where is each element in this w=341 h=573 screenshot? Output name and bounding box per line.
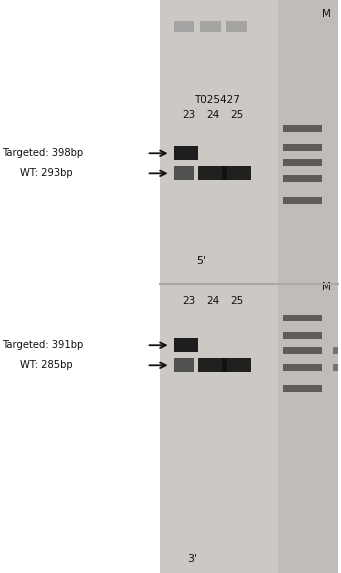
Text: 24: 24 bbox=[207, 109, 220, 120]
Bar bbox=[198, 166, 227, 180]
Text: 25: 25 bbox=[231, 296, 243, 306]
Bar bbox=[226, 21, 247, 32]
Bar bbox=[283, 364, 322, 371]
Bar bbox=[283, 197, 322, 204]
Text: 23: 23 bbox=[183, 296, 196, 306]
Bar bbox=[174, 166, 194, 180]
Bar bbox=[333, 364, 338, 371]
Bar bbox=[283, 144, 322, 151]
Bar bbox=[283, 332, 322, 339]
Bar bbox=[333, 347, 338, 354]
Bar bbox=[198, 358, 227, 372]
Bar bbox=[283, 385, 322, 392]
Text: WT: 285bp: WT: 285bp bbox=[20, 360, 73, 370]
Bar bbox=[174, 358, 194, 372]
Bar bbox=[174, 146, 198, 160]
Text: 24: 24 bbox=[207, 296, 220, 306]
Bar bbox=[160, 0, 278, 573]
Bar bbox=[283, 315, 322, 321]
Text: M: M bbox=[322, 281, 331, 292]
Text: 3': 3' bbox=[188, 554, 198, 564]
Text: 5': 5' bbox=[196, 256, 206, 266]
Text: Targeted: 391bp: Targeted: 391bp bbox=[2, 340, 83, 350]
Bar bbox=[200, 21, 221, 32]
Bar bbox=[283, 175, 322, 182]
Bar bbox=[174, 338, 198, 352]
Bar bbox=[160, 0, 338, 573]
Text: Targeted: 398bp: Targeted: 398bp bbox=[2, 148, 83, 158]
Text: 25: 25 bbox=[231, 109, 243, 120]
Text: T025427: T025427 bbox=[194, 95, 239, 105]
Bar bbox=[283, 125, 322, 132]
Text: 23: 23 bbox=[183, 109, 196, 120]
Bar bbox=[222, 358, 251, 372]
Bar bbox=[283, 347, 322, 354]
Text: M: M bbox=[322, 9, 331, 19]
Bar bbox=[174, 21, 194, 32]
Bar bbox=[222, 166, 251, 180]
Bar bbox=[283, 159, 322, 166]
Text: WT: 293bp: WT: 293bp bbox=[20, 168, 73, 178]
